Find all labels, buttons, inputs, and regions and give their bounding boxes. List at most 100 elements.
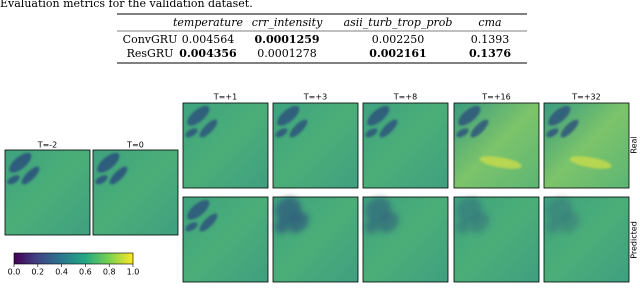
cell: 0.004564	[182, 33, 235, 46]
cloud	[289, 119, 308, 138]
panel-texture	[185, 105, 218, 138]
cloud	[275, 128, 288, 138]
panel-label: T=-2	[37, 141, 58, 150]
cloud	[548, 105, 571, 126]
colorbar-tick-label: 0.0	[8, 268, 21, 277]
cloud	[95, 175, 108, 185]
column-header: asii_turb_trop_prob	[344, 16, 453, 29]
panel-texture	[7, 152, 40, 185]
column-header: crr_intensity	[252, 16, 323, 29]
cloud	[21, 166, 40, 185]
panel-border	[362, 102, 449, 189]
cloud	[545, 219, 560, 234]
panel-border	[453, 196, 540, 283]
caption: Evaluation metrics for the validation da…	[0, 0, 253, 10]
colorbar-tick-label: 0.8	[103, 268, 116, 277]
cloud	[199, 213, 218, 232]
image-panel	[362, 102, 449, 189]
cell: 0.1393	[471, 33, 510, 46]
cloud	[546, 128, 559, 138]
cloud	[274, 219, 289, 234]
cloud	[9, 152, 32, 173]
cell: 0.0001278	[257, 47, 317, 60]
panel-texture	[275, 105, 308, 138]
figure: T=-2 T=0 T=+1 T=+3 T=+8 T=+16 T=+32 Real Predict…	[4, 93, 639, 283]
image-panel	[543, 196, 630, 283]
cloud	[367, 105, 390, 126]
image-panel	[453, 102, 540, 189]
table: temperature crr_intensity asii_turb_trop_p…	[123, 16, 512, 60]
image-panel	[362, 196, 449, 283]
cloud	[7, 175, 20, 185]
panel-border	[182, 102, 269, 189]
panel-label: T=0	[126, 141, 144, 150]
image-panel	[272, 196, 359, 283]
image-panel	[4, 149, 91, 236]
colorbar-tick-label: 0.2	[31, 268, 44, 277]
cloud	[479, 156, 522, 169]
image-panel	[182, 196, 269, 283]
cloud	[187, 105, 210, 126]
colorbar	[13, 252, 134, 265]
cell: 0.002161	[369, 47, 426, 60]
panel-label: T=+8	[393, 93, 417, 102]
panel-texture	[546, 105, 612, 169]
panel-label: T=+1	[213, 93, 237, 102]
cloud	[560, 119, 579, 138]
panel-border	[92, 149, 179, 236]
cell: 0.002250	[372, 33, 425, 46]
panel-label: T=+3	[303, 93, 327, 102]
panel-texture	[545, 197, 580, 234]
cloud	[185, 222, 198, 232]
panel-texture	[365, 105, 398, 138]
cloud	[456, 128, 469, 138]
panel-texture	[456, 105, 522, 169]
cloud	[97, 152, 120, 173]
row-label: Real	[630, 136, 639, 153]
image-panel	[453, 196, 540, 283]
colorbar-tick-label: 0.4	[55, 268, 68, 277]
cloud	[199, 119, 218, 138]
row-name: ResGRU	[127, 47, 174, 60]
cloud	[109, 166, 128, 185]
cloud	[470, 119, 489, 138]
image-panel	[182, 102, 269, 189]
panel-texture	[364, 197, 399, 234]
cell: 0.004356	[179, 47, 237, 60]
panel-border	[4, 149, 91, 236]
panel-texture	[274, 197, 309, 234]
cloud	[455, 219, 470, 234]
panel-label: T=+32	[571, 93, 600, 102]
panel-border	[272, 102, 359, 189]
image-panel	[543, 102, 630, 189]
panel-border	[182, 196, 269, 283]
panel-texture	[185, 199, 218, 232]
panel-texture	[95, 152, 128, 185]
panel-border	[272, 196, 359, 283]
image-panel	[92, 149, 179, 236]
panel-label: T=+16	[481, 93, 510, 102]
panel-texture	[455, 197, 490, 234]
cloud	[185, 128, 198, 138]
panel-border	[453, 102, 540, 189]
cloud	[469, 212, 490, 233]
column-header: temperature	[173, 16, 243, 29]
cloud	[458, 105, 481, 126]
panel-border	[543, 102, 630, 189]
panel-border	[362, 196, 449, 283]
row-name: ConvGRU	[123, 33, 178, 46]
cloud	[559, 212, 580, 233]
cloud	[379, 119, 398, 138]
cloud	[378, 212, 399, 233]
cloud	[364, 219, 379, 234]
cloud	[288, 212, 309, 233]
cell: 0.1376	[469, 47, 511, 60]
colorbar-tick-label: 0.6	[79, 268, 92, 277]
image-panel	[272, 102, 359, 189]
cloud	[365, 128, 378, 138]
cell: 0.0001259	[254, 33, 319, 46]
cloud	[277, 105, 300, 126]
column-header: cma	[478, 16, 501, 29]
panel-border	[543, 196, 630, 283]
